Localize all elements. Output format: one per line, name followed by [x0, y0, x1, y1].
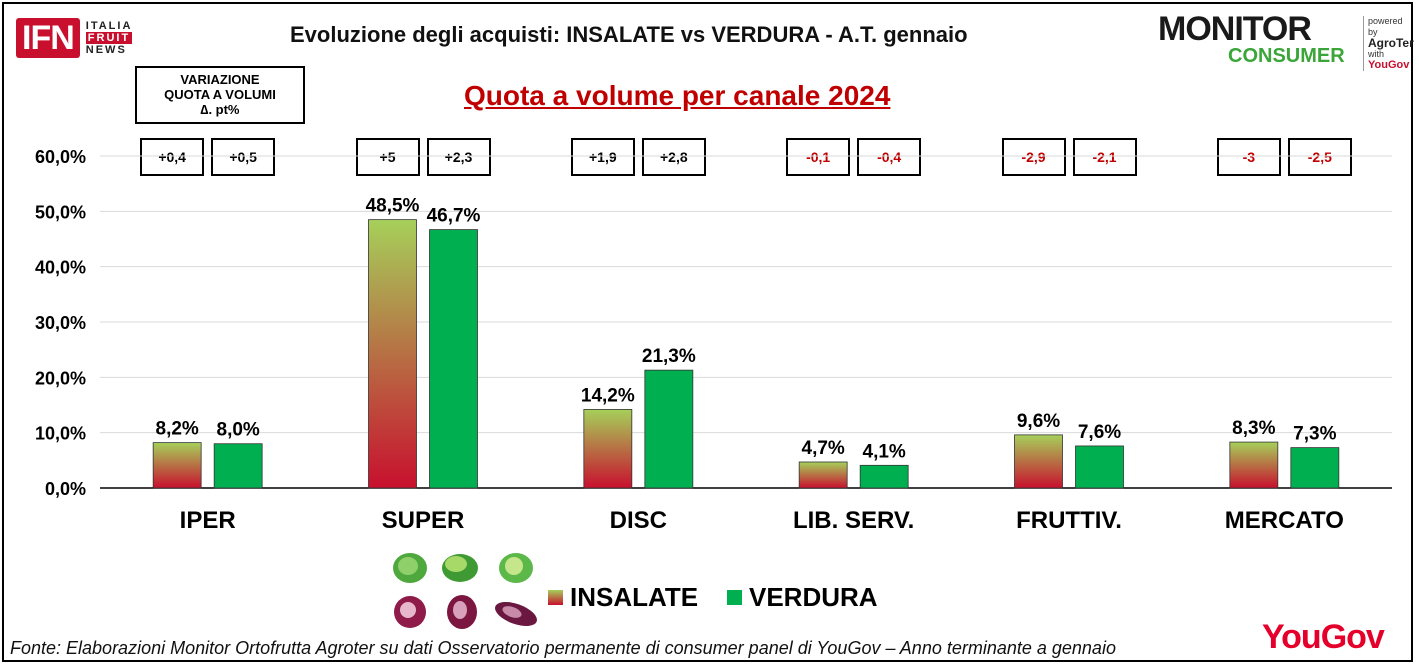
x-axis: IPER SUPER DISC LIB. SERV. FRUTTIV. MERCATO [180, 507, 1344, 534]
data-label-verdura: 46,7% [427, 206, 481, 227]
delta-box-verdura: +2,3 [426, 138, 491, 176]
data-label-verdura: 8,0% [217, 420, 260, 441]
radicchio-icon [394, 596, 426, 628]
ifn-logo: IFN ITALIA FRUIT NEWS [16, 18, 133, 58]
legend-label-verdura: VERDURA [749, 582, 878, 612]
y-tick-label: 10,0% [35, 424, 86, 444]
category-label: DISC [610, 507, 667, 534]
monitor-logo-line1: MONITOR [1158, 10, 1312, 48]
yougov-logo: YouGov [1262, 618, 1385, 656]
bar-chart: 0,0%10,0%20,0%30,0%40,0%50,0%60,0% 8,2% 8… [35, 147, 1392, 534]
ifn-logo-mark: IFN [16, 18, 80, 58]
delta-box-insalate: -0,1 [786, 138, 851, 176]
y-tick-label: 20,0% [35, 368, 86, 388]
variation-line1: VARIAZIONE [180, 72, 260, 87]
legend-swatch-insalate [548, 590, 563, 605]
ifn-news: NEWS [85, 44, 127, 56]
vegetable-icons [393, 553, 537, 629]
monitor-logo-line2: CONSUMER [1228, 45, 1345, 67]
delta-box-verdura: -2,1 [1072, 138, 1137, 176]
bar-verdura [859, 464, 909, 489]
radicchio-icon [447, 595, 477, 629]
bar-insalate [368, 219, 417, 489]
data-label-verdura: 4,1% [863, 441, 906, 462]
delta-box-verdura: -0,4 [857, 138, 922, 176]
agroter-yougov: YouGov [1368, 59, 1410, 71]
bar-insalate [798, 461, 848, 489]
bar-insalate [583, 409, 633, 489]
lettuce-icon [393, 553, 427, 583]
legend-verdura: VERDURA [727, 582, 878, 613]
agroter-logo: powered by AgroTer with YouGov [1363, 16, 1414, 71]
data-label-insalate: 8,2% [156, 419, 199, 440]
delta-box-insalate: +5 [355, 138, 420, 176]
category-label: IPER [180, 507, 236, 534]
data-label-insalate: 48,5% [366, 196, 420, 217]
radicchio-icon [495, 601, 537, 627]
bar-insalate [1229, 441, 1279, 489]
powered-by-label: powered by [1368, 16, 1403, 37]
y-tick-label: 30,0% [35, 313, 86, 333]
variation-line2: QUOTA A VOLUMI [164, 87, 276, 102]
monitor-consumer-logo: MONITOR CONSUMER [1158, 12, 1363, 66]
bar-verdura [213, 443, 263, 489]
bar-verdura [1075, 445, 1124, 489]
category-label: MERCATO [1225, 507, 1344, 534]
y-tick-label: 60,0% [35, 147, 86, 167]
y-axis: 0,0% 10,0% 20,0% 30,0% 40,0% 50,0% 60,0% [35, 147, 86, 499]
chart-subtitle: Quota a volume per canale 2024 [464, 80, 891, 111]
y-tick-label: 0,0% [45, 479, 86, 499]
chart-title: Evoluzione degli acquisti: INSALATE vs V… [290, 22, 968, 47]
bar-verdura [644, 369, 694, 489]
agroter-name: AgroTer [1368, 36, 1414, 50]
gridlines [100, 155, 1392, 489]
data-label-insalate: 4,7% [802, 438, 845, 459]
delta-box-insalate: -3 [1216, 138, 1281, 176]
bars [152, 219, 1340, 489]
data-label-verdura: 21,3% [642, 346, 696, 367]
category-label: LIB. SERV. [793, 507, 914, 534]
legend-insalate: INSALATE [548, 582, 698, 613]
data-label-insalate: 8,3% [1232, 418, 1275, 439]
data-label-verdura: 7,3% [1293, 424, 1336, 445]
lettuce-icon [442, 554, 478, 582]
source-footer: Fonte: Elaborazioni Monitor Ortofrutta A… [10, 638, 1116, 658]
bar-verdura [429, 229, 478, 489]
delta-box-verdura: +2,8 [641, 138, 706, 176]
delta-box-verdura: +0,5 [211, 138, 276, 176]
ifn-fruit: FRUIT [85, 32, 133, 44]
data-label-verdura: 7,6% [1078, 422, 1121, 443]
delta-box-insalate: +0,4 [140, 138, 205, 176]
legend-label-insalate: INSALATE [570, 582, 699, 612]
ifn-italia: ITALIA [85, 20, 133, 32]
category-label: FRUTTIV. [1016, 507, 1122, 534]
delta-box-verdura: -2,5 [1287, 138, 1352, 176]
legend-swatch-verdura [727, 590, 742, 605]
delta-box-insalate: +1,9 [570, 138, 635, 176]
bar-insalate [1014, 434, 1063, 489]
data-label-insalate: 14,2% [581, 385, 635, 406]
bar-verdura [1290, 447, 1340, 489]
variation-line3: ∆. pt% [200, 102, 240, 117]
with-label: with [1368, 49, 1385, 59]
delta-box-insalate: -2,9 [1001, 138, 1066, 176]
ifn-logo-text: ITALIA FRUIT NEWS [85, 20, 133, 56]
y-tick-label: 50,0% [35, 202, 86, 222]
bar-insalate [152, 442, 202, 489]
data-labels: 8,2% 8,0% 48,5% 46,7% 14,2% 21,3% 4,7% 4,1% 9,6%… [156, 196, 1337, 463]
y-tick-label: 40,0% [35, 258, 86, 278]
variation-box: VARIAZIONE QUOTA A VOLUMI ∆. pt% [135, 66, 305, 124]
data-label-insalate: 9,6% [1017, 411, 1060, 432]
lettuce-icon [499, 553, 533, 583]
category-label: SUPER [382, 507, 465, 534]
